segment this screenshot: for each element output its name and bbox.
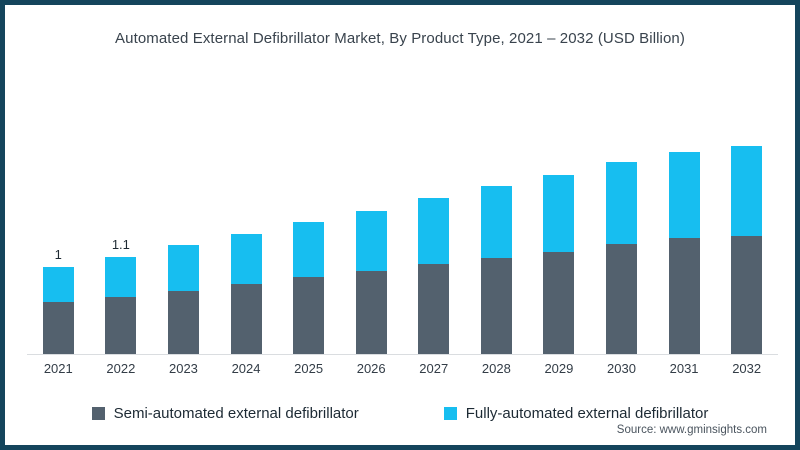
bar-segment-fully-automated (167, 245, 199, 292)
x-tick-2026: 2026 (356, 361, 386, 376)
legend-entry-fully-automated: Fully-automated external defibrillator (443, 405, 709, 422)
bar-group-2029 (528, 105, 591, 354)
legend-entry-semi-automated: Semi-automated external defibrillator (91, 405, 359, 422)
x-tick-2021: 2021 (43, 361, 73, 376)
bar-segment-semi-automated (668, 238, 700, 354)
x-tick-2032: 2032 (732, 361, 762, 376)
x-tick-2027: 2027 (419, 361, 449, 376)
bar-segment-semi-automated (230, 284, 262, 354)
bar-stack-2023 (167, 245, 199, 354)
bar-segment-semi-automated (105, 296, 137, 354)
bar-value-label: 1 (54, 247, 62, 263)
bar-group-2032 (715, 105, 778, 354)
bar-value-label: 1.1 (111, 236, 130, 252)
bar-segment-fully-automated (668, 152, 700, 239)
x-axis-labels: 2021 2022 2023 2024 2025 2026 2027 2028 2029 2030… (27, 361, 778, 376)
bar-segment-semi-automated (293, 277, 325, 354)
bar-stack-2031 (668, 152, 700, 354)
bar-stack-2021 (42, 267, 74, 354)
legend-marker-icon (443, 407, 457, 420)
x-tick-2022: 2022 (106, 361, 136, 376)
legend-marker-icon (91, 407, 105, 420)
x-tick-2030: 2030 (607, 361, 636, 376)
bar-segment-semi-automated (167, 291, 199, 354)
bar-group-2024 (215, 105, 278, 354)
x-tick-2031: 2031 (669, 361, 699, 376)
bar-stack-2025 (293, 221, 325, 354)
x-tick-2029: 2029 (544, 361, 574, 376)
bar-segment-fully-automated (731, 146, 763, 236)
x-tick-2028: 2028 (481, 361, 511, 376)
bar-stack-2024 (230, 233, 262, 354)
bar-group-2025 (277, 105, 340, 354)
bar-segment-semi-automated (418, 264, 450, 354)
bar-segment-semi-automated (605, 244, 637, 354)
bar-stack-2022 (105, 256, 137, 354)
source-text: Source: www.gminsights.com (616, 424, 767, 436)
plot-area: 1 1.1 (27, 105, 778, 355)
bar-segment-fully-automated (42, 267, 74, 302)
bar-group-2030 (590, 105, 653, 354)
bar-group-2031 (653, 105, 716, 354)
bar-group-2027 (402, 105, 465, 354)
bar-stack-2026 (355, 211, 387, 354)
x-tick-2025: 2025 (294, 361, 324, 376)
bar-group-2022: 1.1 (90, 105, 153, 354)
bar-group-2026 (340, 105, 403, 354)
bar-stack-2027 (418, 198, 450, 354)
bar-segment-fully-automated (355, 211, 387, 272)
chart-title: Automated External Defibrillator Market,… (115, 30, 685, 47)
bar-segment-fully-automated (105, 256, 137, 297)
bar-group-2021: 1 (27, 105, 90, 354)
bar-segment-fully-automated (293, 221, 325, 278)
bar-segment-fully-automated (230, 233, 262, 285)
bar-segment-fully-automated (605, 161, 637, 245)
legend: Semi-automated external defibrillator Ful… (5, 405, 795, 422)
bar-group-2028 (465, 105, 528, 354)
legend-label: Fully-automated external defibrillator (465, 405, 709, 422)
bar-segment-fully-automated (543, 174, 575, 253)
bar-group-2023 (152, 105, 215, 354)
bar-stack-2028 (480, 186, 512, 354)
bar-segment-semi-automated (42, 301, 74, 354)
bar-segment-semi-automated (731, 235, 763, 354)
x-tick-2023: 2023 (168, 361, 198, 376)
legend-label: Semi-automated external defibrillator (113, 405, 359, 422)
bar-segment-semi-automated (480, 258, 512, 354)
bar-segment-fully-automated (480, 186, 512, 259)
bar-segment-fully-automated (418, 198, 450, 265)
bar-segment-semi-automated (355, 271, 387, 354)
bar-stack-2029 (543, 174, 575, 354)
x-tick-2024: 2024 (231, 361, 261, 376)
bar-segment-semi-automated (543, 252, 575, 354)
bar-stack-2030 (605, 161, 637, 354)
bar-stack-2032 (731, 146, 763, 354)
